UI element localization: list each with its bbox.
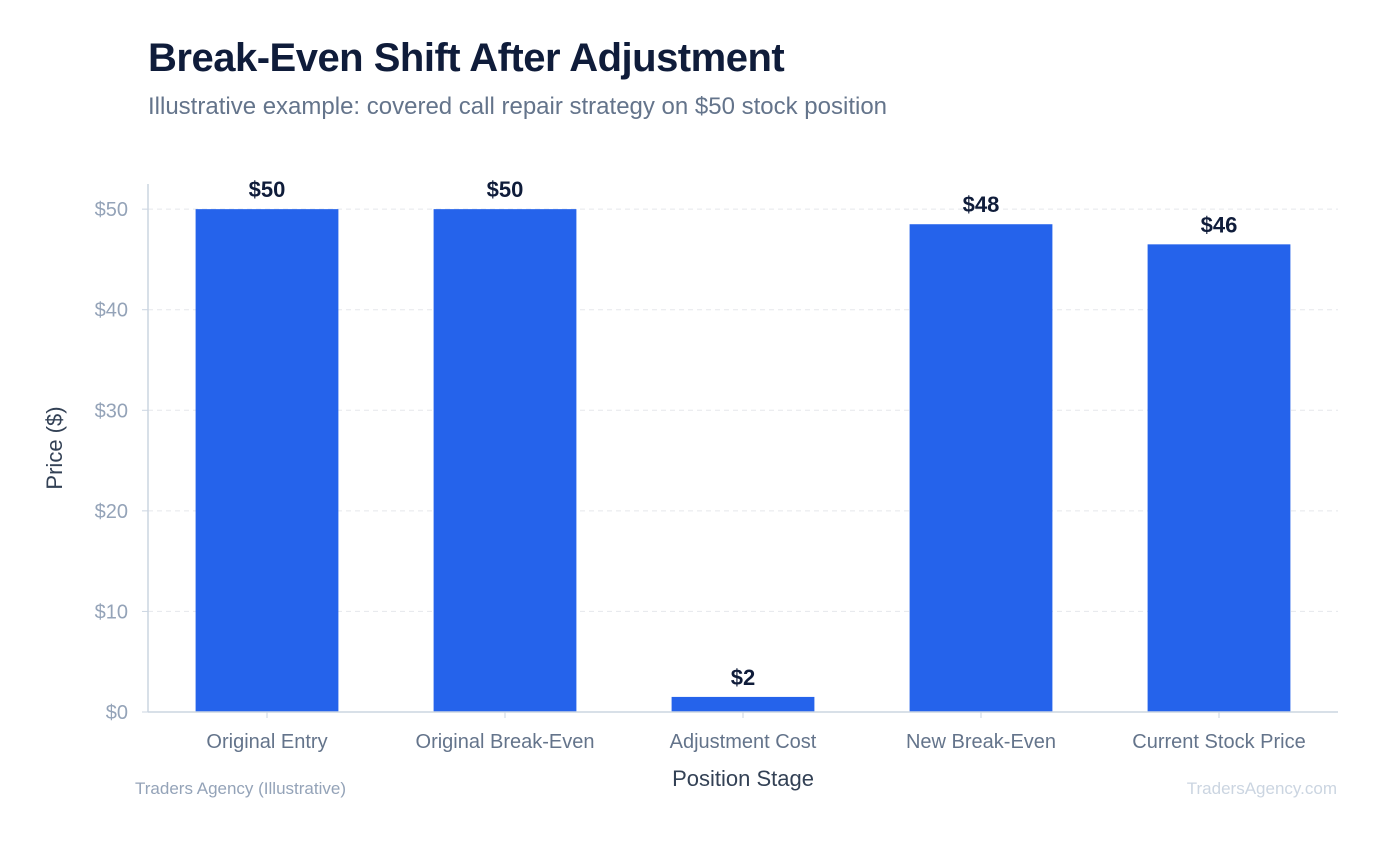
x-tick-label: Current Stock Price — [1132, 731, 1305, 753]
bar — [195, 209, 339, 712]
y-tick-label: $10 — [95, 601, 128, 623]
x-tick-label: Original Break-Even — [416, 731, 595, 753]
y-tick-label: $30 — [95, 400, 128, 422]
y-tick-label: $20 — [95, 501, 128, 523]
bar-value-label: $50 — [249, 177, 286, 202]
x-tick-label: New Break-Even — [906, 731, 1056, 753]
x-axis-title: Position Stage — [672, 766, 814, 791]
bar — [671, 696, 815, 712]
x-tick-label: Adjustment Cost — [670, 731, 817, 753]
bar — [433, 209, 577, 712]
bar-value-label: $50 — [487, 177, 524, 202]
y-tick-label: $0 — [106, 702, 128, 724]
chart-title: Break-Even Shift After Adjustment — [148, 36, 785, 80]
bar-value-label: $46 — [1201, 212, 1238, 237]
y-tick-label: $40 — [95, 300, 128, 322]
x-tick-label: Original Entry — [206, 731, 327, 753]
bar — [1147, 244, 1291, 713]
chart-subtitle: Illustrative example: covered call repai… — [148, 93, 888, 120]
bar — [909, 224, 1053, 712]
y-tick-label: $50 — [95, 199, 128, 221]
bar-value-label: $2 — [731, 665, 755, 690]
y-axis-title: Price ($) — [42, 406, 67, 489]
bar-value-label: $48 — [963, 192, 1000, 217]
watermark: TradersAgency.com — [1186, 779, 1337, 798]
source-note: Traders Agency (Illustrative) — [135, 779, 346, 798]
